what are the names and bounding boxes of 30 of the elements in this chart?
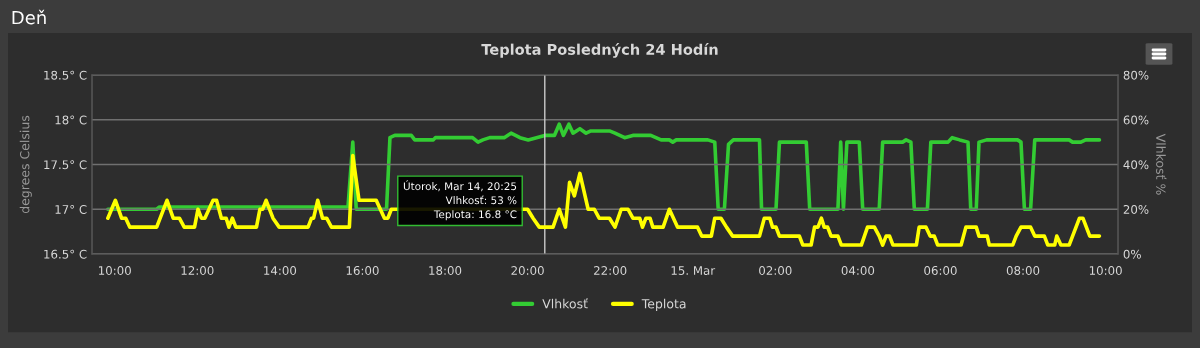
y-tick-label: 18.5° C <box>44 70 87 80</box>
y-tick-label: 17° C <box>55 204 87 214</box>
y2-tick-label: 0% <box>1123 249 1141 259</box>
y2-tick-label: 20% <box>1123 204 1149 214</box>
x-tick-label: 16:00 <box>346 266 379 275</box>
annotation: Útorok, Mar 14, 20:25 Vlhkosť: 53 % Teplota: 16.8 °C <box>403 180 517 221</box>
x-tick-label: 10:00 <box>98 266 131 275</box>
x-tick-label: 15. Mar <box>671 266 716 275</box>
chart-title: Teplota Posledných 24 Hodín <box>481 43 718 58</box>
x-tick-label: 14:00 <box>264 266 297 275</box>
text: Deň <box>12 9 46 25</box>
x-tick-label: 04:00 <box>841 266 875 275</box>
y2-tick-label: 60% <box>1123 115 1149 125</box>
legend-label: Teplota <box>641 298 686 311</box>
x-tick-label: 10:00 <box>1089 266 1122 275</box>
x-tick-label: 20:00 <box>511 266 544 275</box>
x-tick-label: 22:00 <box>594 266 627 275</box>
y-axis-title: degrees Celsius <box>19 115 32 214</box>
x-tick-label: 08:00 <box>1006 266 1040 275</box>
x-tick-label: 18:00 <box>429 266 462 275</box>
x-tick-label: 06:00 <box>924 266 957 275</box>
y2-tick-label: 80% <box>1123 70 1149 80</box>
y2-tick-label: 40% <box>1123 160 1149 170</box>
y2-axis-title: Vlhkosť % <box>1156 133 1167 195</box>
y-tick-label: 17.5° C <box>44 160 87 170</box>
y-tick-label: 16.5° C <box>44 249 87 259</box>
x-tick-label: 12:00 <box>181 266 214 275</box>
legend-label: Vlhkosť <box>542 298 588 309</box>
x-tick-label: 02:00 <box>759 266 792 275</box>
y-tick-label: 18° C <box>55 115 87 125</box>
